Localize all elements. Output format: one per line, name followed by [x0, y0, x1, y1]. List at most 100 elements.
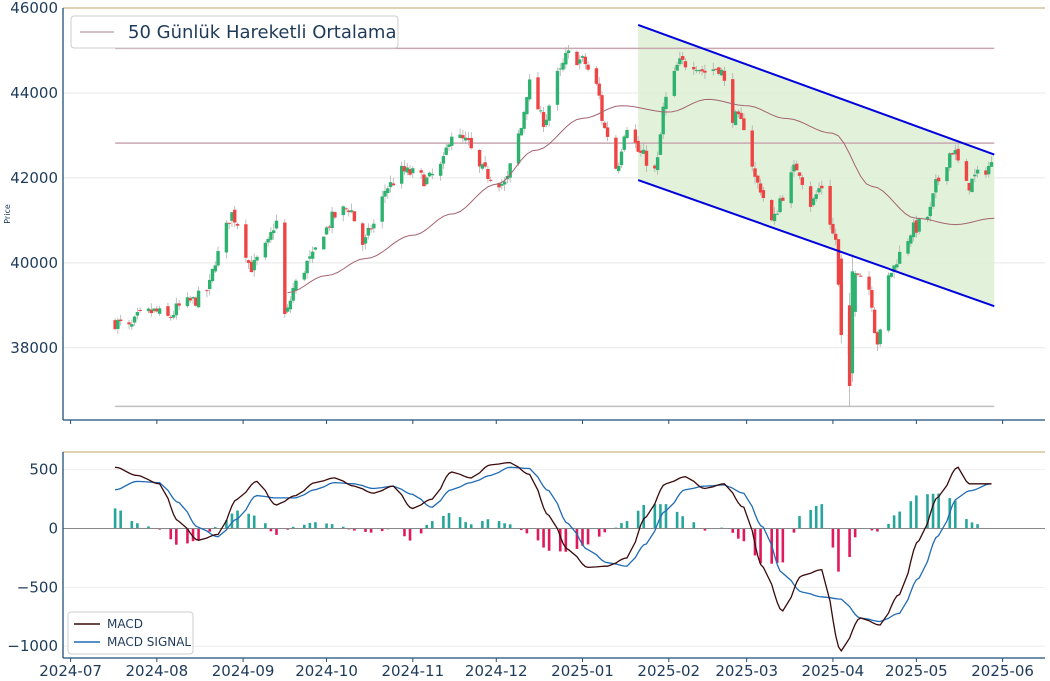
macd-histogram-bar [314, 522, 317, 529]
candle-body [889, 272, 894, 277]
x-tick-label: 2024-09 [212, 662, 275, 680]
candle-body [678, 58, 682, 65]
candle-body [872, 309, 877, 334]
candle-body [658, 134, 663, 155]
macd-histogram-bar [369, 528, 373, 533]
candle-body [987, 165, 991, 175]
channel-fill [638, 24, 995, 307]
legend-macd-label: MACD [107, 617, 143, 631]
macd-histogram-bar [731, 528, 735, 533]
candle-body [155, 308, 159, 312]
macd-histogram-bar [191, 528, 195, 542]
candle-body [558, 68, 562, 70]
candle-body [694, 70, 699, 72]
candle-body [516, 133, 521, 164]
macd-histogram-bar [508, 524, 512, 529]
candle-body [194, 297, 198, 306]
macd-histogram-bar [837, 528, 840, 572]
candle-body [227, 222, 231, 224]
candle-body [288, 300, 293, 310]
candle-body [811, 198, 816, 206]
macd-histogram-bar [792, 528, 796, 533]
macd-histogram-bar [976, 524, 979, 529]
candle-body [469, 137, 473, 149]
macd-histogram-bar [581, 528, 584, 546]
candle-body [820, 185, 824, 189]
macd-histogram-bar [703, 528, 707, 531]
candle-body [892, 265, 896, 273]
candle-body [138, 309, 142, 311]
candle-body [625, 129, 629, 138]
macd-histogram-bar [814, 505, 818, 529]
price-y-tick-labels: 38000 40000 42000 44000 46000 [10, 0, 58, 357]
candle-body [216, 251, 220, 266]
candle-body [564, 52, 568, 65]
candle-body [308, 256, 312, 259]
candle-body [781, 197, 785, 201]
macd-y-tick-labels: −1000 −500 0 500 [7, 461, 58, 656]
x-tick-label: 2024-07 [39, 662, 102, 680]
candle-body [310, 251, 315, 259]
macd-histogram-bar [291, 526, 295, 529]
candle-body [366, 227, 370, 236]
candle-body [795, 163, 799, 171]
candle-body [653, 165, 657, 169]
macd-histogram-bar [130, 521, 134, 529]
candle-body [731, 79, 735, 123]
macd-histogram-bar [469, 524, 473, 529]
macd-histogram-bar [525, 528, 529, 534]
candle-body [566, 50, 571, 54]
macd-histogram-bar [158, 528, 161, 530]
candle-body [717, 67, 721, 74]
candle-body [856, 273, 860, 275]
candle-body [839, 258, 843, 336]
macd-histogram-bar [464, 522, 467, 529]
candle-body [113, 320, 117, 330]
candle-body [761, 190, 766, 198]
price-y-tick: 42000 [10, 169, 58, 187]
candle-body [402, 166, 407, 172]
macd-histogram-bar [419, 528, 423, 534]
macd-plot-area [63, 452, 1045, 658]
candle-body [594, 68, 599, 84]
macd-histogram-bar [775, 528, 779, 563]
candle-body [263, 242, 268, 258]
channel-lower-line [637, 179, 995, 308]
candle-body [527, 79, 532, 100]
candle-body [233, 209, 237, 223]
candle-body [224, 222, 229, 253]
candle-body [411, 168, 415, 174]
price-y-tick: 44000 [10, 84, 58, 102]
candle-body [697, 69, 702, 72]
macd-histogram-bar [275, 528, 278, 535]
macd-legend: MACD MACD SIGNAL [67, 611, 194, 655]
candle-body [984, 170, 988, 175]
macd-histogram-bar [225, 520, 228, 529]
candle-body [742, 118, 746, 131]
candle-body [719, 69, 724, 76]
price-y-tick: 38000 [10, 339, 58, 357]
candle-body [458, 134, 462, 139]
moving-average-line [287, 98, 995, 294]
macd-histogram-bar [620, 523, 623, 529]
candle-body [953, 150, 958, 155]
candlesticks [113, 45, 994, 407]
price-panel: 38000 40000 42000 44000 46000 Price 50 Günlü… [3, 0, 1045, 421]
macd-histogram-bar [586, 528, 590, 545]
macd-histogram-bar [325, 523, 328, 529]
macd-histogram-bar [831, 528, 835, 548]
candle-body [605, 127, 610, 137]
candle-body [975, 169, 980, 174]
candle-body [683, 61, 688, 68]
macd-histogram-bar [575, 528, 579, 549]
macd-histogram-bar [781, 528, 785, 563]
candle-body [692, 66, 696, 70]
candle-body [541, 112, 546, 127]
macd-histogram-bar [915, 495, 918, 529]
macd-histogram-bar [303, 524, 306, 529]
candle-body [914, 220, 919, 233]
candle-body [756, 175, 760, 183]
candle-body [171, 315, 176, 318]
candle-body [383, 190, 387, 197]
